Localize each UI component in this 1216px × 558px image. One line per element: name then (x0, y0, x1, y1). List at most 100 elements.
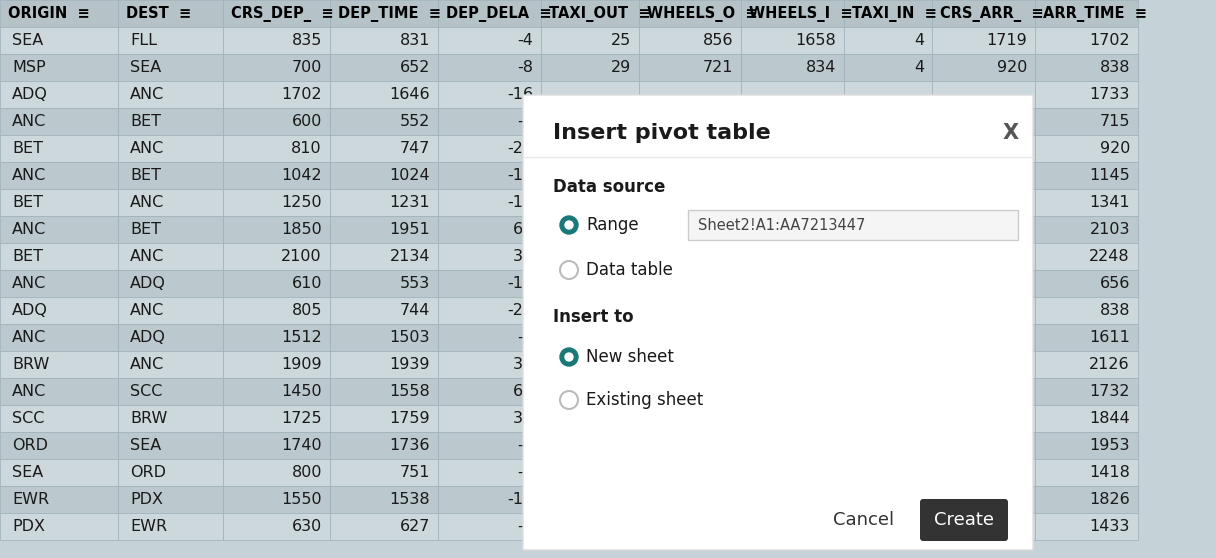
Bar (0, 405, 118, 432)
Bar (118, 216, 223, 243)
Text: ANC: ANC (12, 384, 46, 399)
Bar (118, 486, 223, 513)
Text: EWR: EWR (12, 492, 49, 507)
Text: ANC: ANC (130, 141, 164, 156)
FancyBboxPatch shape (821, 500, 907, 540)
Bar (330, 270, 438, 297)
Bar (1035, 243, 1138, 270)
Text: -4: -4 (517, 33, 533, 48)
Text: 652: 652 (400, 60, 430, 75)
Bar (118, 135, 223, 162)
Bar (844, 189, 931, 216)
Bar (741, 0, 844, 27)
Text: DEP_TIME  ≡: DEP_TIME ≡ (338, 6, 441, 22)
Bar (330, 162, 438, 189)
Bar (541, 108, 638, 135)
Bar (541, 135, 638, 162)
Bar (438, 81, 541, 108)
Text: SCC: SCC (12, 411, 44, 426)
Text: 1702: 1702 (1090, 33, 1130, 48)
Bar (1035, 432, 1138, 459)
Bar (438, 513, 541, 540)
Text: 805: 805 (292, 303, 322, 318)
Bar (1035, 54, 1138, 81)
Bar (118, 513, 223, 540)
Text: 1658: 1658 (795, 33, 837, 48)
Bar (118, 54, 223, 81)
Text: -18: -18 (507, 168, 533, 183)
Text: ANC: ANC (130, 249, 164, 264)
Bar (1035, 81, 1138, 108)
Bar (1035, 216, 1138, 243)
Text: 751: 751 (400, 465, 430, 480)
Text: -9: -9 (517, 465, 533, 480)
Bar (438, 243, 541, 270)
Bar (330, 513, 438, 540)
Text: BET: BET (130, 114, 161, 129)
Bar (0, 81, 118, 108)
Text: ANC: ANC (130, 195, 164, 210)
Bar (223, 297, 330, 324)
Bar (844, 162, 931, 189)
Text: New sheet: New sheet (586, 348, 674, 366)
Bar (931, 108, 1035, 135)
Bar (223, 189, 330, 216)
Bar (223, 27, 330, 54)
Bar (638, 378, 741, 405)
Bar (0, 270, 118, 297)
Text: 700: 700 (292, 60, 322, 75)
Bar (931, 324, 1035, 351)
Bar (118, 162, 223, 189)
Text: ANC: ANC (12, 276, 46, 291)
Bar (118, 189, 223, 216)
Bar (541, 189, 638, 216)
Bar (1035, 405, 1138, 432)
Text: ANC: ANC (130, 303, 164, 318)
Text: WHEELS_O  ≡: WHEELS_O ≡ (647, 6, 758, 22)
Bar (541, 459, 638, 486)
Bar (1035, 27, 1138, 54)
Bar (330, 108, 438, 135)
Text: 1725: 1725 (281, 411, 322, 426)
Bar (118, 270, 223, 297)
Text: CRS_DEP_  ≡: CRS_DEP_ ≡ (231, 6, 333, 22)
Bar (438, 162, 541, 189)
Bar (438, 432, 541, 459)
Text: PDX: PDX (12, 519, 45, 534)
Bar (741, 324, 844, 351)
Text: ANC: ANC (12, 222, 46, 237)
Bar (541, 243, 638, 270)
Bar (638, 0, 741, 27)
Text: 1450: 1450 (281, 384, 322, 399)
Bar (541, 27, 638, 54)
Bar (330, 378, 438, 405)
Text: 656: 656 (1099, 276, 1130, 291)
Bar (844, 27, 931, 54)
Text: ORIGIN  ≡: ORIGIN ≡ (9, 6, 90, 21)
Bar (541, 270, 638, 297)
Bar (118, 405, 223, 432)
Bar (541, 486, 638, 513)
Bar (0, 324, 118, 351)
Text: BET: BET (130, 168, 161, 183)
Bar (438, 216, 541, 243)
Bar (741, 189, 844, 216)
Bar (330, 486, 438, 513)
Text: BRW: BRW (130, 411, 168, 426)
Text: 838: 838 (1099, 303, 1130, 318)
FancyBboxPatch shape (921, 499, 1008, 541)
Text: 2126: 2126 (1090, 357, 1130, 372)
Text: ANC: ANC (130, 357, 164, 372)
Text: 2248: 2248 (1090, 249, 1130, 264)
Bar (844, 135, 931, 162)
Bar (638, 108, 741, 135)
Text: 838: 838 (1099, 60, 1130, 75)
Circle shape (561, 216, 578, 234)
Text: WHEELS_I  ≡: WHEELS_I ≡ (749, 6, 852, 22)
Bar (638, 513, 741, 540)
Text: 721: 721 (703, 60, 733, 75)
Bar (541, 351, 638, 378)
Bar (931, 162, 1035, 189)
Bar (931, 81, 1035, 108)
Bar (741, 486, 844, 513)
